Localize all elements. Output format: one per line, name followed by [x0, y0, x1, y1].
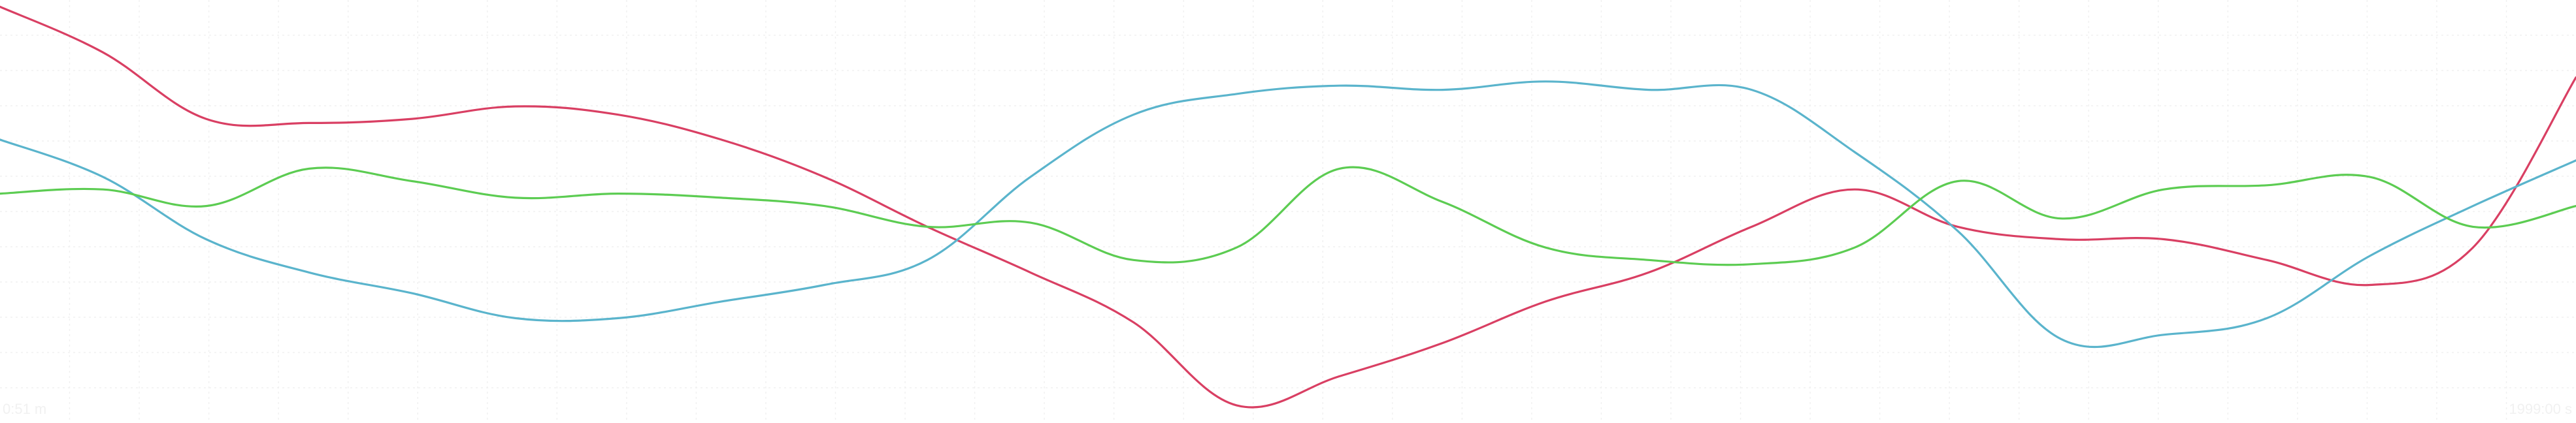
- series-line-1: [0, 5, 2576, 409]
- x-tick-label-end: 1999:00 s: [2509, 401, 2572, 417]
- x-tick-label-start: 0:51 m: [3, 401, 47, 417]
- series-line-2: [0, 80, 2576, 349]
- series-line-3: [0, 166, 2576, 266]
- series-layer: [0, 5, 2576, 409]
